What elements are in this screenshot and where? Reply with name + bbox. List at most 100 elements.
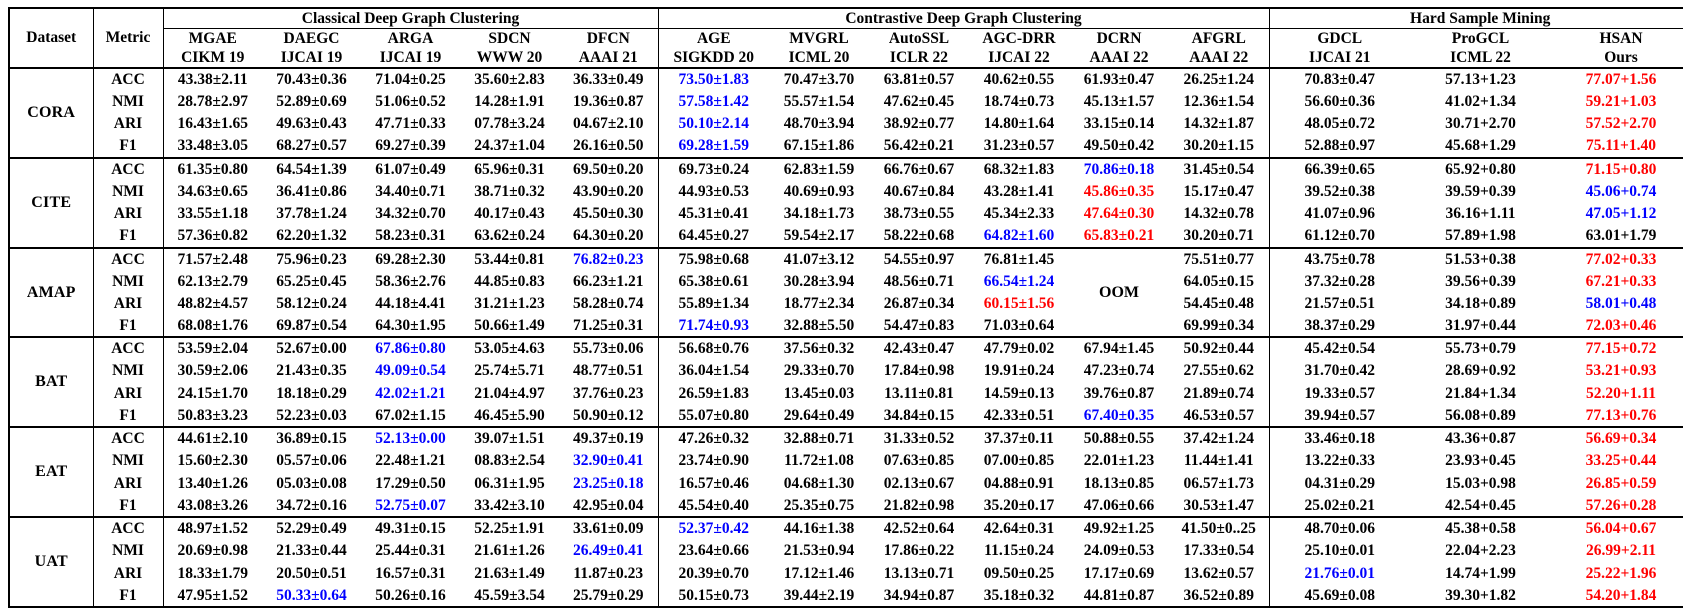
value-cell: 04.68±1.30 — [783, 474, 855, 492]
table-row: F1 57.36±0.82 62.20±1.32 58.23±0.31 63.62±0.… — [9, 225, 1683, 248]
value-cell: 33.42±3.10 — [474, 496, 545, 514]
table-header: Dataset Metric Classical Deep Graph Cluste… — [9, 8, 1683, 69]
value-cell: 77.15+0.72 — [1551, 336, 1683, 360]
method-name: AGC-DRR — [982, 29, 1056, 47]
value-cell: 17.84±0.98 — [883, 362, 955, 380]
value-cell: 25.22+1.96 — [1585, 564, 1657, 582]
value-cell: 14.32±0.78 — [1183, 205, 1254, 223]
value-cell: 66.54±1.24 — [983, 272, 1055, 290]
value-cell: 51.53+0.38 — [1410, 246, 1551, 271]
value-cell: 25.35±0.75 — [783, 496, 855, 514]
value-cell: 38.73±0.55 — [883, 205, 955, 223]
value-cell: 70.43±0.36 — [262, 66, 361, 91]
value-cell: 19.33±0.57 — [1268, 382, 1410, 405]
value-cell: 52.88±0.97 — [1268, 135, 1410, 158]
value-cell: 45.68+1.29 — [1445, 137, 1516, 155]
value-cell: 37.42±1.24 — [1169, 426, 1269, 450]
value-cell: 30.59±2.06 — [177, 362, 248, 380]
table-row: ARI 13.40±1.26 05.03±0.08 17.29±0.50 06.31±1… — [9, 472, 1683, 495]
value-cell: 48.77±0.51 — [572, 362, 644, 380]
value-cell: 34.32±0.70 — [375, 205, 446, 223]
metric-cell: ARI — [93, 292, 164, 315]
table-row: NMI 15.60±2.30 05.57±0.06 22.48±1.21 08.83±2… — [9, 449, 1683, 473]
method-venue: IJCAI 19 — [280, 48, 343, 66]
value-cell: 36.52±0.89 — [1183, 586, 1254, 604]
method-header: SDCN WWW 20 — [460, 28, 559, 69]
table-row: NMI 62.13±2.79 65.25±0.45 58.36±2.76 44.85±0… — [9, 270, 1683, 293]
value-cell: 15.17±0.47 — [1183, 182, 1254, 200]
metric-cell: ACC — [93, 66, 164, 91]
value-cell: 47.05+1.12 — [1585, 205, 1657, 223]
method-name: AutoSSL — [888, 29, 950, 47]
value-cell: 25.02±0.21 — [1268, 494, 1410, 518]
method-header: AFGRL AAAI 22 — [1169, 28, 1269, 69]
value-cell: 57.89+1.98 — [1445, 227, 1516, 245]
metric-cell: F1 — [93, 494, 164, 518]
value-cell: 67.15±1.86 — [783, 137, 855, 155]
value-cell: 64.05±0.15 — [1183, 272, 1254, 290]
value-cell: 37.32±0.28 — [1268, 270, 1410, 293]
results-table: Dataset Metric Classical Deep Graph Cluste… — [8, 7, 1683, 608]
value-cell: 58.36±2.76 — [375, 272, 446, 290]
value-cell: 19.91±0.24 — [983, 362, 1055, 380]
value-cell: 71.74±0.93 — [657, 314, 769, 338]
value-cell: 69.27±0.39 — [375, 137, 446, 155]
value-cell: 07.00±0.85 — [983, 452, 1055, 470]
method-name: DCRN — [1096, 29, 1142, 47]
dataset-column-header: Dataset — [9, 8, 94, 69]
value-cell: 62.83±1.59 — [769, 156, 869, 181]
method-header: ProGCL ICML 22 — [1410, 28, 1551, 69]
value-cell: 67.21+0.33 — [1585, 272, 1657, 290]
value-cell: 32.88±5.50 — [783, 317, 855, 335]
value-cell: 42.64±0.31 — [969, 516, 1069, 540]
table-row: UAT ACC 48.97±1.52 52.29±0.49 49.31±0.15 52.2… — [9, 516, 1683, 607]
value-cell: 35.20±0.17 — [983, 496, 1055, 514]
value-cell: 48.70±3.94 — [783, 115, 855, 133]
method-venue: AAAI 21 — [578, 48, 638, 66]
value-cell: 67.02±1.15 — [375, 406, 446, 424]
value-cell: 56.08+0.89 — [1445, 406, 1516, 424]
value-cell: 47.95±1.52 — [177, 586, 248, 604]
value-cell: 41.07±0.96 — [1268, 202, 1410, 226]
metric-cell: ACC — [93, 426, 164, 450]
table-row: F1 43.08±3.26 34.72±0.16 52.75±0.07 33.42±3.… — [9, 494, 1683, 518]
metric-cell: ACC — [93, 336, 164, 360]
value-cell: 39.07±1.51 — [460, 426, 559, 450]
value-cell: 70.47±3.70 — [769, 66, 869, 91]
value-cell: 34.40±0.71 — [375, 182, 446, 200]
value-cell: 45.86±0.35 — [1083, 182, 1155, 200]
dataset-cell: CITE — [9, 156, 94, 248]
value-cell: 67.86±0.80 — [361, 336, 460, 360]
value-cell: 55.07±0.80 — [657, 404, 769, 428]
metric-cell: ARI — [93, 382, 164, 405]
value-cell: 26.99+2.11 — [1586, 542, 1656, 560]
value-cell: 39.59+0.39 — [1445, 182, 1516, 200]
value-cell: 63.62±0.24 — [474, 227, 545, 245]
value-cell: 34.18+0.89 — [1445, 295, 1516, 313]
value-cell: 04.67±2.10 — [572, 115, 644, 133]
value-cell: 45.06+0.74 — [1585, 182, 1657, 200]
value-cell: 33.61±0.09 — [559, 516, 658, 540]
value-cell: 14.74+1.99 — [1445, 564, 1516, 582]
value-cell: 06.57±1.73 — [1183, 474, 1254, 492]
value-cell: 65.92+0.80 — [1410, 156, 1551, 181]
value-cell: 52.23±0.03 — [276, 406, 347, 424]
value-cell: 27.55±0.62 — [1183, 362, 1254, 380]
value-cell: 34.84±0.15 — [883, 406, 955, 424]
value-cell: 07.63±0.85 — [883, 452, 955, 470]
method-name: HSAN — [1599, 29, 1643, 47]
value-cell: 68.08±1.76 — [177, 317, 248, 335]
value-cell: 04.88±0.91 — [983, 474, 1055, 492]
value-cell: 67.94±1.45 — [1069, 336, 1169, 360]
metric-cell: ARI — [93, 112, 164, 136]
value-cell: 61.12±0.70 — [1268, 225, 1410, 248]
table-row: NMI 34.63±0.65 36.41±0.86 34.40±0.71 38.71±0… — [9, 180, 1683, 203]
dataset-cell: BAT — [9, 336, 94, 428]
value-cell: 39.56+0.39 — [1445, 272, 1516, 290]
value-cell: 43.28±1.41 — [983, 182, 1055, 200]
value-cell: 30.20±1.15 — [1183, 137, 1254, 155]
value-cell: 68.27±0.57 — [276, 137, 347, 155]
method-name: ARGA — [387, 29, 434, 47]
value-cell: 73.50±1.83 — [657, 66, 769, 91]
value-cell: 25.79±0.29 — [572, 586, 644, 604]
